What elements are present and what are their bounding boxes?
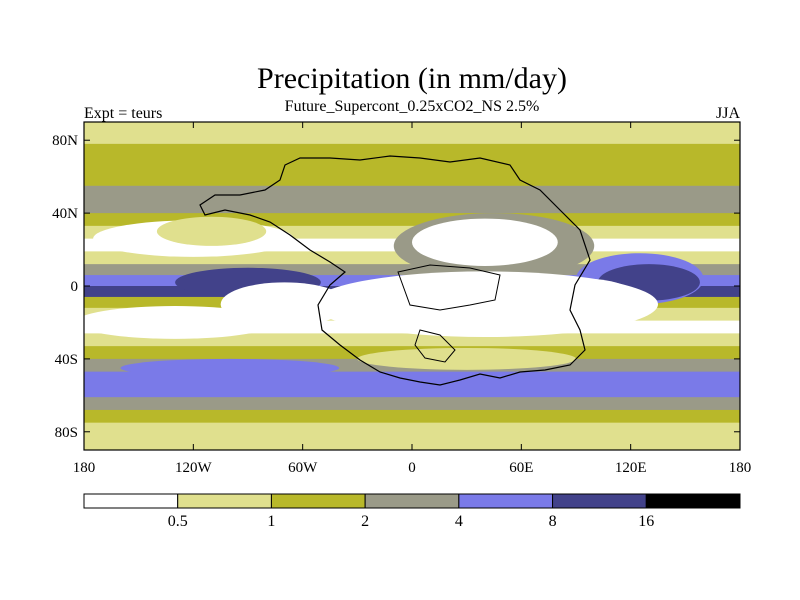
- colorbar-label: 8: [549, 513, 557, 530]
- precip-region: [357, 347, 576, 370]
- zonal-band: [84, 143, 740, 159]
- colorbar-swatch: [364, 493, 460, 509]
- precipitation-field: [84, 122, 740, 450]
- y-axis-ticks: 80N 40N 0 40S 80S: [52, 133, 740, 441]
- x-tick-label: 180: [729, 460, 752, 476]
- y-tick-label: 40N: [52, 206, 78, 222]
- right-label: JJA: [716, 105, 740, 122]
- y-tick-label: 80S: [55, 425, 78, 441]
- colorbar-label: 0.5: [168, 513, 188, 530]
- colorbar-swatch: [270, 493, 366, 509]
- colorbar-swatch: [645, 493, 741, 509]
- zonal-band: [84, 409, 740, 424]
- zonal-band: [84, 397, 740, 411]
- zonal-band: [84, 264, 740, 276]
- continent-outline: [199, 155, 591, 386]
- precip-region: [530, 278, 640, 323]
- colorbar-swatch: [177, 493, 272, 509]
- supercontinent-coastline: [199, 155, 591, 386]
- x-tick-label: 60W: [288, 460, 318, 476]
- x-tick-label: 180: [73, 460, 96, 476]
- precip-region: [84, 306, 276, 339]
- zonal-band: [84, 158, 740, 174]
- x-tick-label: 120E: [615, 460, 647, 476]
- zonal-band: [84, 173, 740, 187]
- zonal-band: [84, 422, 740, 436]
- colorbar-label: 4: [455, 513, 463, 530]
- zonal-band: [84, 384, 740, 398]
- y-tick-label: 80N: [52, 133, 78, 149]
- x-axis-ticks: 180 120W 60W 0 60E 120E 180: [73, 122, 752, 476]
- chart-subtitle: Future_Supercont_0.25xCO2_NS 2.5%: [285, 98, 540, 115]
- x-tick-label: 0: [408, 460, 416, 476]
- zonal-band: [84, 198, 740, 214]
- x-tick-label: 60E: [509, 460, 533, 476]
- x-tick-label: 120W: [175, 460, 213, 476]
- precip-region: [120, 358, 340, 378]
- zonal-band: [84, 435, 740, 450]
- precip-region: [156, 216, 267, 246]
- colorbar-swatch: [458, 493, 554, 509]
- zonal-band: [84, 333, 740, 347]
- zonal-band: [84, 131, 740, 145]
- colorbar-swatch: [83, 493, 179, 509]
- chart-title: Precipitation (in mm/day): [257, 62, 567, 95]
- southern-lake-outline: [414, 329, 456, 363]
- y-tick-label: 0: [71, 279, 79, 295]
- colorbar-label: 2: [361, 513, 369, 530]
- y-tick-label: 40S: [55, 352, 78, 368]
- zonal-band: [84, 185, 740, 200]
- colorbar-label: 1: [267, 513, 275, 530]
- precip-region: [412, 218, 558, 266]
- colorbar: 0.5 1 2 4 8 16: [83, 493, 741, 530]
- inland-sea-outline: [397, 264, 501, 311]
- colorbar-swatch: [552, 493, 647, 509]
- left-label: Expt = teurs: [84, 105, 162, 122]
- colorbar-label: 16: [638, 513, 654, 530]
